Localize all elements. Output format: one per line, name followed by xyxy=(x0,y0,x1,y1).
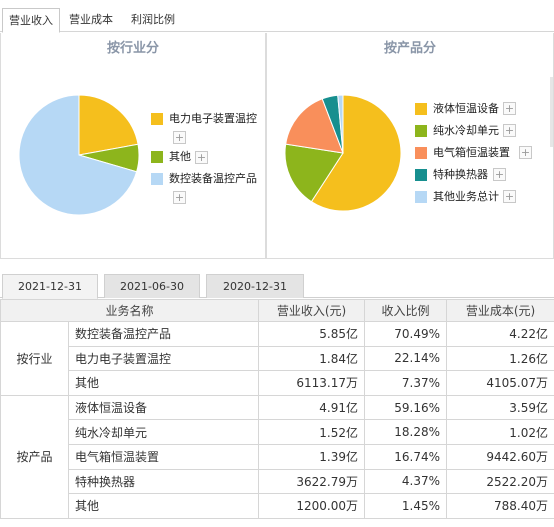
expand-icon[interactable]: + xyxy=(173,131,186,144)
row-name: 特种换热器 xyxy=(67,468,260,495)
row-revenue: 1.39亿 xyxy=(258,443,366,470)
expand-icon[interactable]: + xyxy=(493,168,506,181)
row-cost: 3.59亿 xyxy=(446,394,554,421)
row-revenue: 1200.00万 xyxy=(258,493,366,519)
report-date-tab-bar: 2021-12-31 2021-06-30 2020-12-31 xyxy=(0,274,554,299)
table-row: 按产品 液体恒温设备 4.91亿 59.16% 3.59亿 xyxy=(0,394,554,519)
tab-profit-ratio[interactable]: 利润比例 xyxy=(131,13,175,26)
legend-swatch xyxy=(415,169,427,181)
product-chart-panel: 按产品分 液体恒温设备 + 纯水冷却单元 + 电气箱恒温装置 + 特种换热器 +… xyxy=(266,33,554,259)
row-cost: 9442.60万 xyxy=(446,443,554,470)
legend-label: 电力电子装置温控 xyxy=(169,112,257,125)
pie-slice-数控装备温控产品[interactable] xyxy=(19,95,138,215)
tab-date-2021-12-31[interactable]: 2021-12-31 xyxy=(2,274,98,299)
table-row: 电力电子装置温控 1.84亿 22.14% 1.26亿 xyxy=(1,345,554,372)
expand-icon[interactable]: + xyxy=(173,191,186,204)
row-revenue: 5.85亿 xyxy=(258,321,366,347)
legend-label: 其他业务总计 xyxy=(433,190,499,203)
legend-label: 液体恒温设备 xyxy=(433,102,499,115)
legend-swatch xyxy=(415,125,427,137)
legend-label: 特种换热器 xyxy=(433,168,488,181)
expand-icon[interactable]: + xyxy=(195,151,208,164)
tab-cost[interactable]: 营业成本 xyxy=(69,13,113,26)
row-ratio: 16.74% xyxy=(364,443,448,470)
table-row: 纯水冷却单元 1.52亿 18.28% 1.02亿 xyxy=(1,419,554,445)
row-name: 数控装备温控产品 xyxy=(67,321,260,347)
row-ratio: 1.45% xyxy=(364,493,448,519)
table-row: 按行业 数控装备温控产品 5.85亿 70.49% 4.22亿 xyxy=(0,321,554,396)
row-ratio: 70.49% xyxy=(364,321,448,347)
group-label-product: 按产品 xyxy=(0,394,69,519)
row-name: 电力电子装置温控 xyxy=(67,345,260,372)
header-revenue: 营业收入(元) xyxy=(258,299,366,322)
row-name: 液体恒温设备 xyxy=(67,394,260,421)
top-tab-bar: 营业收入 营业成本 利润比例 xyxy=(0,8,554,33)
row-cost: 788.40万 xyxy=(446,493,554,519)
header-revenue-ratio: 收入比例 xyxy=(364,299,448,322)
industry-pie-chart xyxy=(19,95,139,215)
table-row: 其他 1200.00万 1.45% 788.40万 xyxy=(1,493,554,519)
legend-swatch xyxy=(415,147,427,159)
row-cost: 1.02亿 xyxy=(446,419,554,445)
row-ratio: 7.37% xyxy=(364,370,448,396)
expand-icon[interactable]: + xyxy=(503,190,516,203)
industry-chart-title: 按行业分 xyxy=(106,41,159,56)
row-cost: 4105.07万 xyxy=(446,370,554,396)
row-name: 电气箱恒温装置 xyxy=(67,443,260,470)
row-revenue: 3622.79万 xyxy=(258,468,366,495)
tab-revenue[interactable]: 营业收入 xyxy=(2,8,60,33)
pie-slice-电气箱恒温装置[interactable] xyxy=(285,98,344,154)
legend-label: 其他 xyxy=(169,150,191,163)
table-header-row: 业务名称 营业收入(元) 收入比例 营业成本(元) xyxy=(0,299,554,322)
group-label-industry: 按行业 xyxy=(0,321,69,396)
header-cost: 营业成本(元) xyxy=(446,299,554,322)
row-name: 纯水冷却单元 xyxy=(67,419,260,445)
header-business-name: 业务名称 xyxy=(0,299,260,322)
legend-swatch xyxy=(151,173,163,185)
tab-date-2021-06-30[interactable]: 2021-06-30 xyxy=(104,274,200,298)
legend-label: 数控装备温控产品 xyxy=(169,172,257,185)
pie-slice-其他业务总计[interactable] xyxy=(337,95,344,154)
product-pie-chart xyxy=(285,95,401,211)
expand-icon[interactable]: + xyxy=(519,146,532,159)
legend-label: 电气箱恒温装置 xyxy=(433,146,510,159)
scrollbar[interactable] xyxy=(550,77,553,147)
row-revenue: 1.84亿 xyxy=(258,345,366,372)
legend-swatch xyxy=(151,151,163,163)
row-ratio: 18.28% xyxy=(364,419,448,445)
expand-icon[interactable]: + xyxy=(503,102,516,115)
row-ratio: 59.16% xyxy=(364,394,448,421)
row-revenue: 1.52亿 xyxy=(258,419,366,445)
legend-swatch xyxy=(415,191,427,203)
row-cost: 2522.20万 xyxy=(446,468,554,495)
row-ratio: 22.14% xyxy=(364,345,448,372)
industry-chart-panel: 按行业分 电力电子装置温控 + 其他 + 数控装备温控产品 + xyxy=(0,33,266,259)
row-revenue: 4.91亿 xyxy=(258,394,366,421)
pie-slice-纯水冷却单元[interactable] xyxy=(285,143,344,203)
table-row: 其他 6113.17万 7.37% 4105.07万 xyxy=(1,370,554,396)
row-cost: 4.22亿 xyxy=(446,321,554,347)
row-name: 其他 xyxy=(67,370,260,396)
revenue-breakdown-table: 业务名称 营业收入(元) 收入比例 营业成本(元) 按行业 数控装备温控产品 5… xyxy=(0,299,554,519)
row-name: 其他 xyxy=(67,493,260,519)
tab-date-2020-12-31[interactable]: 2020-12-31 xyxy=(206,274,304,298)
product-chart-title: 按产品分 xyxy=(383,41,436,56)
legend-swatch xyxy=(415,103,427,115)
row-cost: 1.26亿 xyxy=(446,345,554,372)
expand-icon[interactable]: + xyxy=(503,124,516,137)
row-ratio: 4.37% xyxy=(364,468,448,495)
legend-swatch xyxy=(151,113,163,125)
table-row: 特种换热器 3622.79万 4.37% 2522.20万 xyxy=(1,468,554,495)
table-row: 电气箱恒温装置 1.39亿 16.74% 9442.60万 xyxy=(1,443,554,470)
pie-slice-电力电子装置温控[interactable] xyxy=(78,95,139,156)
pie-slice-液体恒温设备[interactable] xyxy=(310,95,401,211)
legend-label: 纯水冷却单元 xyxy=(433,124,499,137)
row-revenue: 6113.17万 xyxy=(258,370,366,396)
